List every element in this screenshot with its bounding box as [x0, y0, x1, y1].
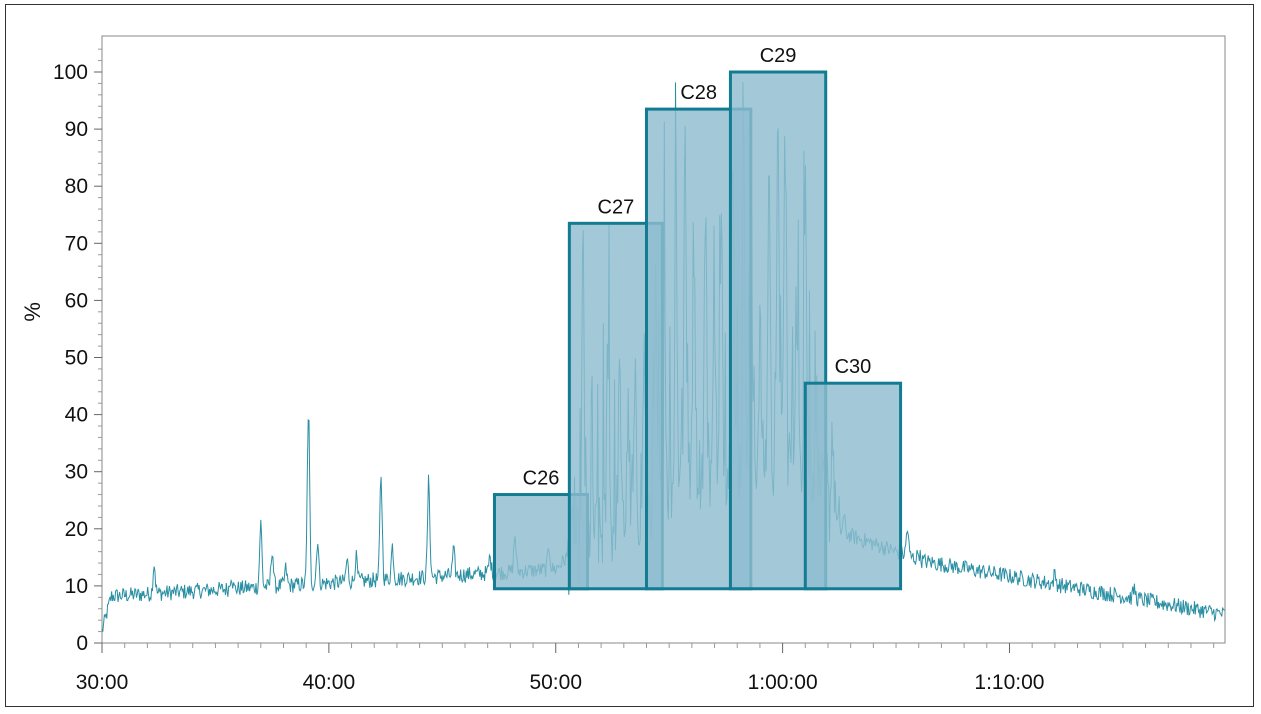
y-tick-label: 90 [65, 118, 88, 141]
y-tick-label: 40 [65, 404, 88, 427]
fraction-boxes [492, 70, 903, 591]
x-tick-label: 50:00 [529, 671, 582, 694]
fraction-label-c27: C27 [598, 196, 635, 218]
fraction-box-c30 [803, 381, 903, 591]
fraction-label-c29: C29 [760, 45, 797, 67]
x-tick-label: 30:00 [76, 671, 129, 694]
fraction-label-c26: C26 [523, 468, 560, 490]
y-tick-label: 10 [65, 575, 88, 598]
y-tick-label: 60 [65, 289, 88, 312]
y-tick-label: 20 [65, 518, 88, 541]
y-tick-label: 0 [76, 632, 88, 655]
fraction-label-c30: C30 [835, 356, 872, 378]
labels-layer: C26 C27 C28 C29 C30 [523, 45, 872, 490]
y-tick-label: 80 [65, 175, 88, 198]
y-tick-label: 50 [65, 347, 88, 370]
x-tick-label: 1:10:00 [974, 671, 1044, 694]
axes: 0 10 20 30 40 50 60 70 80 90 100 30:00 40:00 50:00 1:0… [20, 35, 1226, 694]
fraction-label-c28: C28 [680, 82, 717, 104]
x-tick-label: 40:00 [303, 671, 356, 694]
y-tick-label: 100 [53, 61, 88, 84]
plot-area-border [101, 35, 1226, 644]
x-tick-label: 1:00:00 [748, 671, 818, 694]
y-tick-label: 30 [65, 461, 88, 484]
y-axis-title: % [20, 302, 45, 322]
y-tick-label: 70 [65, 232, 88, 255]
